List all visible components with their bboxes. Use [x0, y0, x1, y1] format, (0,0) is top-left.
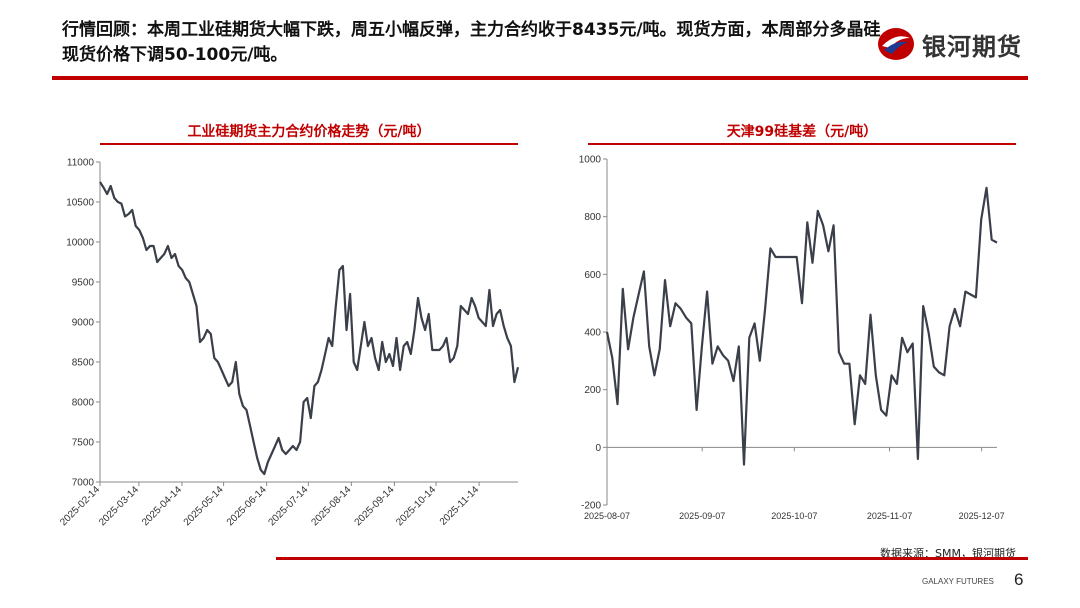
chart1-x-tick-label: 2025-11-14 [438, 484, 482, 528]
chart1-y-tick-label: 11000 [67, 158, 95, 169]
chart1-x-tick-label: 2025-10-14 [394, 484, 438, 528]
logo-text: 银河期货 [922, 32, 1022, 61]
page-headline: 行情回顾：本周工业硅期货大幅下跌，周五小幅反弹，主力合约收于8435元/吨。现货… [62, 20, 881, 65]
chart1-y-tick-label: 7500 [72, 438, 95, 449]
chart2-x-tick-label: 2025-08-07 [584, 511, 630, 521]
chart2-x-tick-label: 2025-12-07 [959, 511, 1005, 521]
chart2-y-tick-label: 1000 [579, 155, 602, 166]
chart2-x-tick-label: 2025-09-07 [679, 511, 725, 521]
chart1-title-rule [100, 143, 518, 145]
chart1-title: 工业硅期货主力合约价格走势（元/吨） [187, 124, 431, 140]
chart1-x-tick-label: 2025-03-14 [97, 484, 141, 528]
chart1-y-tick-label: 10000 [66, 238, 94, 249]
chart2-y-tick-label: -200 [581, 501, 601, 512]
chart1-y-tick-label: 8000 [72, 398, 95, 409]
chart2-y-tick-label: 0 [595, 443, 601, 454]
chart2-series-line [605, 186, 998, 466]
chart2-y-tick-label: 600 [584, 270, 601, 281]
chart2-title: 天津99硅基差（元/吨） [726, 124, 878, 140]
chart1-y-tick-label: 7000 [72, 478, 95, 489]
footer-divider [276, 557, 1028, 560]
chart1-x-tick-label: 2025-09-14 [353, 484, 397, 528]
chart2-x-tick-label: 2025-10-07 [771, 511, 817, 521]
chart1-x-tick-label: 2025-02-14 [58, 484, 102, 528]
chart1-x-tick-label: 2025-04-14 [140, 484, 184, 528]
chart1-x-tick-label: 2025-08-14 [310, 484, 354, 528]
chart2-y-tick-label: 200 [584, 385, 601, 396]
chart2-y-tick-label: 800 [584, 212, 601, 223]
chart1-series-line [99, 181, 520, 476]
chart1-y-tick-label: 9000 [72, 318, 95, 329]
chart1-y-tick-label: 9500 [72, 278, 95, 289]
page-number: 6 [1014, 570, 1024, 589]
data-source: 数据来源：SMM，银河期货 [880, 547, 1016, 560]
chart2-x-tick-label: 2025-11-07 [867, 511, 912, 521]
chart1-x-tick-label: 2025-07-14 [266, 484, 310, 528]
chart1-x-tick-label: 2025-05-14 [182, 484, 226, 528]
galaxy-logo-icon [878, 28, 914, 60]
company-logo: 银河期货 [876, 26, 1022, 62]
chart1-y-tick-label: 8500 [72, 358, 95, 369]
chart2-y-tick-label: 400 [584, 328, 601, 339]
chart1-y-tick-label: 10500 [66, 198, 94, 209]
chart1-x-tick-label: 2025-06-14 [225, 484, 269, 528]
chart2-title-rule [588, 143, 1016, 145]
header-divider [52, 76, 1028, 80]
footer-company: GALAXY FUTURES [922, 577, 994, 586]
